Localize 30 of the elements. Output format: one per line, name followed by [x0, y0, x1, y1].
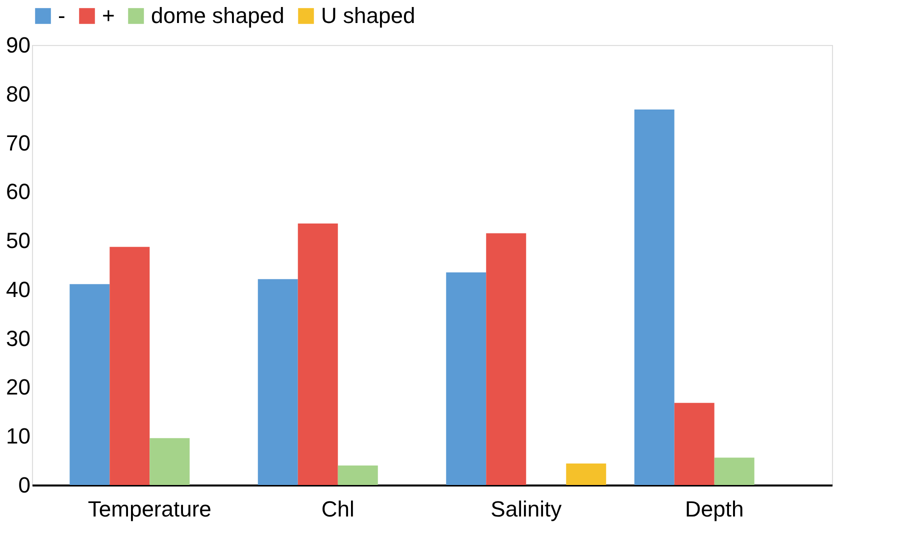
- y-tick-label: 70: [6, 130, 30, 156]
- bar: [258, 279, 298, 485]
- x-tick-label: Temperature: [88, 496, 212, 522]
- y-tick-label: 50: [6, 228, 30, 254]
- x-tick-label: Chl: [321, 496, 354, 522]
- legend-label: dome shaped: [151, 3, 284, 28]
- bar: [338, 465, 378, 485]
- y-tick-label: 80: [6, 81, 30, 106]
- bar: [150, 438, 190, 485]
- legend-label: U shaped: [321, 3, 416, 28]
- bar: [674, 402, 714, 485]
- x-tick-label: Depth: [684, 496, 744, 522]
- y-tick-label: 60: [6, 179, 30, 204]
- y-tick-label: 30: [6, 326, 30, 351]
- legend-label: +: [102, 3, 115, 28]
- y-tick-label: 90: [6, 32, 30, 58]
- bar: [110, 246, 150, 485]
- bar: [298, 223, 338, 485]
- x-tick-label: Salinity: [490, 496, 562, 522]
- bar: [486, 233, 526, 485]
- y-tick-label: 20: [6, 374, 30, 400]
- y-tick-label: 0: [18, 472, 30, 498]
- bar: [70, 284, 110, 485]
- legend-label: -: [58, 3, 66, 28]
- bar: [634, 110, 674, 485]
- y-tick-label: 10: [6, 424, 30, 449]
- bar: [566, 463, 606, 485]
- y-tick-label: 40: [6, 276, 30, 302]
- bar: [714, 458, 754, 485]
- bar: [446, 272, 486, 485]
